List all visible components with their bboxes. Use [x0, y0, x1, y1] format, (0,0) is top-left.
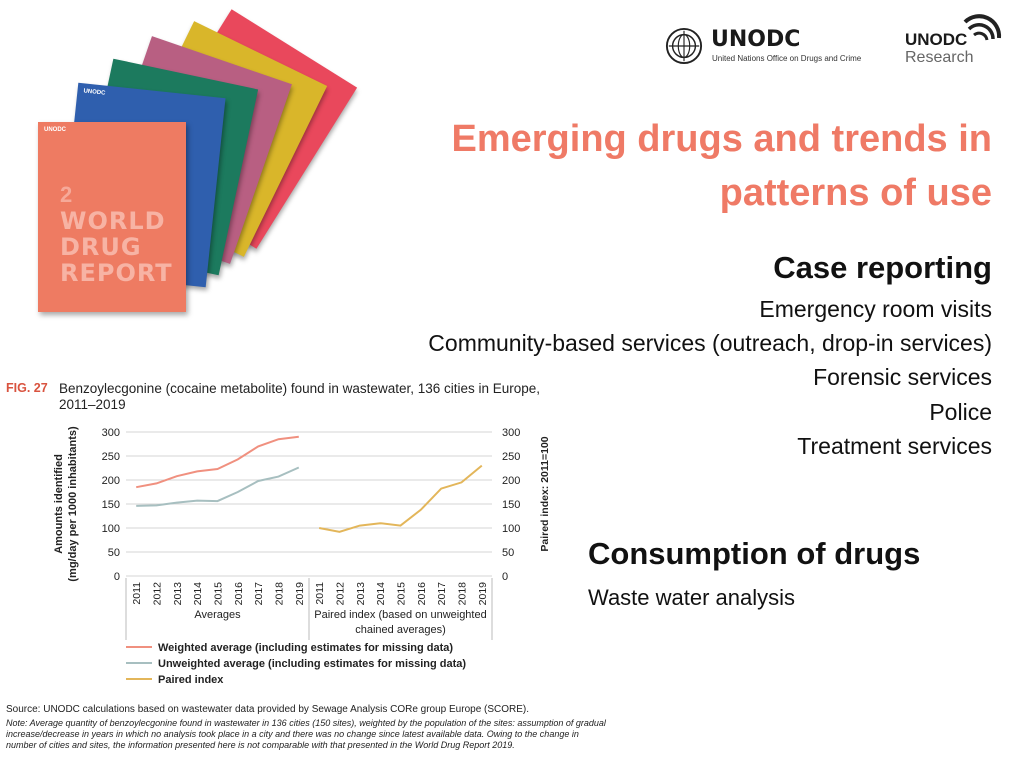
research-logo-bottom: Research [905, 49, 974, 66]
cover-chapter-number: 2 [60, 182, 73, 207]
right-tick-label: 250 [502, 451, 520, 463]
figure-caption: Benzoylecgonine (cocaine metabolite) fou… [59, 381, 541, 412]
report-covers: UNODC UNODC 2 WORLD DRUG REPORT [20, 9, 358, 330]
figure-note: Note: Average quantity of benzoylecgonin… [6, 718, 606, 750]
chart-legend: Weighted average (including estimates fo… [126, 642, 466, 686]
case-reporting-item: Community-based services (outreach, drop… [428, 330, 992, 357]
consumption-heading: Consumption of drugs [588, 536, 921, 571]
consumption-subheading: Waste water analysis [588, 585, 796, 610]
left-tick-label: 100 [102, 523, 120, 535]
series-line-1 [136, 435, 299, 489]
figure-source: Source: UNODC calculations based on wast… [6, 704, 530, 715]
chart-axes: 0 50 100 150 200 250 300 0 50 100 150 200 250 300 Amou… [53, 426, 551, 640]
group-label: Averages [194, 609, 241, 621]
x-tick-label: 2016 [416, 582, 428, 606]
cover-title-line: REPORT [60, 259, 173, 287]
x-tick-label: 2011 [314, 582, 326, 605]
chart-gridlines [126, 431, 492, 577]
left-tick-label: 50 [108, 547, 120, 559]
x-tick-label: 2018 [274, 582, 286, 606]
left-axis-label: (mg/day per 1000 inhabitants) [67, 426, 79, 582]
series-line-2 [136, 466, 300, 507]
case-reporting-item: Emergency room visits [759, 296, 992, 322]
left-tick-label: 200 [102, 475, 120, 487]
left-tick-label: 0 [114, 571, 120, 583]
cover-title-line: WORLD [60, 207, 166, 235]
wastewater-line-chart: 0 50 100 150 200 250 300 0 50 100 150 200 250 300 Amou… [53, 426, 551, 686]
cover-tab-label: UNODC [44, 127, 66, 133]
x-tick-label: 2015 [213, 582, 225, 606]
research-logo-top: UNODC [905, 30, 968, 49]
right-tick-label: 200 [502, 475, 520, 487]
unodc-research-logo: UNODC Research [905, 12, 1005, 72]
cover-front: UNODC 2 WORLD DRUG REPORT [38, 122, 186, 312]
case-reporting-list: Emergency room visits Community-based se… [292, 292, 992, 463]
left-tick-label: 250 [102, 451, 120, 463]
case-reporting-heading: Case reporting [773, 250, 992, 285]
x-tick-label: 2017 [253, 582, 265, 606]
legend-label: Paired index [158, 674, 224, 686]
x-tick-label: 2019 [294, 582, 306, 606]
x-tick-label: 2016 [233, 582, 245, 606]
series-line-3 [319, 464, 483, 533]
unodc-logo-name: UNODC [711, 27, 801, 52]
group-label: chained averages) [355, 624, 446, 636]
x-tick-label: 2012 [152, 582, 164, 606]
x-tick-label: 2013 [172, 582, 184, 606]
right-tick-label: 50 [502, 547, 514, 559]
x-tick-label: 2018 [457, 582, 469, 606]
legend-label: Unweighted average (including estimates … [158, 658, 466, 670]
group-label: Paired index (based on unweighted [314, 609, 486, 621]
case-reporting-item: Treatment services [797, 432, 992, 459]
slide-title-line-2: patterns of use [719, 172, 992, 214]
case-reporting-item: Forensic services [813, 364, 992, 391]
left-tick-label: 300 [102, 427, 120, 439]
unodc-logo-subtitle: United Nations Office on Drugs and Crime [712, 54, 862, 63]
x-tick-label: 2017 [436, 582, 448, 606]
right-tick-label: 0 [502, 571, 508, 583]
case-reporting-item: Police [929, 398, 992, 425]
x-tick-label: 2015 [396, 582, 408, 606]
x-tick-label: 2014 [192, 582, 204, 606]
right-tick-label: 100 [502, 523, 520, 535]
figure-label: FIG. 27 [6, 381, 48, 395]
right-axis-label: Paired index: 2011=100 [539, 436, 551, 551]
left-tick-label: 150 [102, 499, 120, 511]
unodc-logo: UNODC United Nations Office on Drugs and… [665, 25, 885, 69]
cover-title-line: DRUG [60, 233, 142, 261]
un-emblem-icon [665, 27, 703, 65]
x-tick-label: 2012 [335, 582, 347, 606]
chart-series [136, 435, 483, 533]
research-arc-icon [963, 14, 1002, 41]
cover-title: WORLD DRUG REPORT [60, 208, 173, 286]
x-tick-label: 2019 [477, 582, 489, 606]
x-tick-label: 2011 [131, 582, 143, 605]
x-tick-label: 2014 [375, 582, 387, 606]
slide-title-line-1: Emerging drugs and trends in [451, 118, 993, 160]
slide-title: Emerging drugs and trends in patterns of… [392, 112, 993, 220]
left-axis-label: Amounts identified [53, 454, 65, 554]
right-tick-label: 150 [502, 499, 520, 511]
cover-tab-label: UNODC [83, 88, 106, 97]
legend-label: Weighted average (including estimates fo… [158, 642, 453, 654]
right-tick-label: 300 [502, 427, 520, 439]
x-tick-label: 2013 [355, 582, 367, 606]
